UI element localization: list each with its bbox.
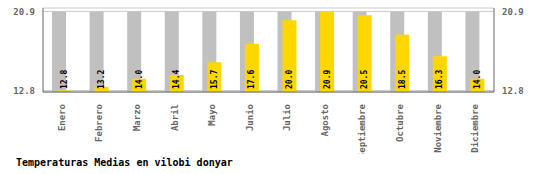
svg-text:20.5: 20.5 [360, 70, 369, 89]
svg-text:16.3: 16.3 [435, 70, 444, 89]
svg-text:13.2: 13.2 [97, 70, 106, 89]
svg-text:20.9: 20.9 [502, 7, 524, 17]
svg-text:Mayo: Mayo [207, 104, 217, 126]
svg-text:Abril: Abril [170, 104, 180, 131]
svg-text:18.5: 18.5 [398, 70, 407, 89]
svg-text:17.6: 17.6 [247, 70, 256, 89]
svg-text:14.4: 14.4 [172, 70, 181, 89]
svg-text:12.8: 12.8 [13, 86, 35, 96]
svg-text:Agosto: Agosto [320, 104, 330, 137]
svg-text:15.7: 15.7 [210, 70, 219, 89]
svg-text:Diciembre: Diciembre [470, 103, 480, 152]
svg-text:14.0: 14.0 [135, 70, 144, 89]
svg-text:12.8: 12.8 [60, 70, 69, 89]
html-text:Temperaturas Medias en vilobi: Temperaturas Medias en vilobi donyar [16, 157, 233, 168]
svg-text:Noviembre: Noviembre [433, 103, 443, 152]
svg-text:Enero: Enero [57, 104, 67, 131]
svg-text:20.0: 20.0 [285, 70, 294, 89]
svg-text:20.9: 20.9 [323, 70, 332, 89]
svg-text:14.0: 14.0 [473, 70, 482, 89]
svg-text:Julio: Julio [282, 104, 292, 131]
svg-text:Marzo: Marzo [132, 104, 142, 131]
svg-text:12.8: 12.8 [502, 86, 524, 96]
svg-text:Septiembre: Septiembre [357, 103, 367, 154]
svg-text:20.9: 20.9 [13, 7, 35, 17]
svg-text:Octubre: Octubre [395, 103, 405, 142]
svg-text:Junio: Junio [245, 104, 255, 131]
svg-text:Febrero: Febrero [94, 104, 104, 142]
